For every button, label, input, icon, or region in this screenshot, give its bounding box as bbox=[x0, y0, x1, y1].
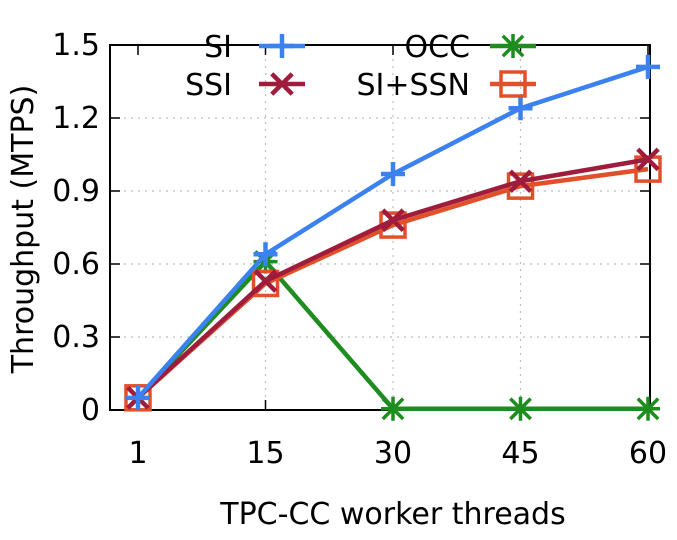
data-point-si bbox=[508, 96, 533, 121]
y-axis-label: Throughput (MTPS) bbox=[6, 85, 41, 375]
data-point-si-ssn bbox=[251, 269, 280, 298]
legend-marker-si bbox=[270, 34, 294, 58]
data-point-ssi bbox=[636, 147, 660, 172]
y-tick-label: 0.3 bbox=[52, 320, 100, 355]
series-layer bbox=[124, 54, 662, 421]
x-axis-label: TPC-CC worker threads bbox=[219, 497, 565, 532]
legend-marker-ssi bbox=[270, 72, 294, 96]
data-point-si bbox=[381, 161, 405, 186]
data-point-occ bbox=[508, 396, 533, 421]
data-point-ssi bbox=[381, 208, 405, 232]
x-tick-label: 30 bbox=[374, 436, 412, 471]
legend-label-si: SI bbox=[204, 30, 232, 65]
data-point-si bbox=[126, 385, 150, 410]
y-tick-label: 1.5 bbox=[52, 28, 100, 63]
legend-label-occ: OCC bbox=[404, 30, 470, 65]
legend-marker-si-ssn bbox=[499, 70, 527, 98]
data-point-ssi bbox=[508, 169, 533, 194]
y-tick-label: 0.9 bbox=[52, 174, 100, 209]
legend-item-si: SI bbox=[204, 30, 305, 65]
x-tick-label: 45 bbox=[501, 436, 539, 471]
axes-layer: 0 0.3 0.6 0.9 1.2 1.5 1 15 30 45 60 bbox=[52, 28, 667, 471]
x-tick-label: 1 bbox=[128, 436, 147, 471]
data-point-si bbox=[253, 242, 278, 267]
data-point-ssi bbox=[253, 269, 278, 293]
legend-item-occ: OCC bbox=[404, 30, 536, 65]
data-point-si bbox=[636, 54, 660, 79]
y-tick-label: 0.6 bbox=[52, 247, 100, 282]
legend-label-ssi: SSI bbox=[185, 68, 232, 103]
legend-item-si-ssn: SI+SSN bbox=[356, 68, 536, 103]
series-si bbox=[126, 54, 660, 410]
data-point-occ bbox=[636, 396, 660, 421]
plot-frame bbox=[109, 44, 651, 411]
data-point-occ bbox=[381, 396, 405, 421]
legend-marker-occ bbox=[501, 34, 525, 58]
legend-label-si-ssn: SI+SSN bbox=[356, 68, 470, 103]
y-tick-label: 1.2 bbox=[52, 101, 100, 136]
x-tick-label: 15 bbox=[246, 436, 284, 471]
legend-item-ssi: SSI bbox=[185, 68, 305, 103]
series-line-ssi bbox=[136, 157, 649, 400]
series-ssi bbox=[126, 147, 660, 410]
x-tick-label: 60 bbox=[629, 436, 667, 471]
y-tick-label: 0 bbox=[81, 393, 100, 428]
